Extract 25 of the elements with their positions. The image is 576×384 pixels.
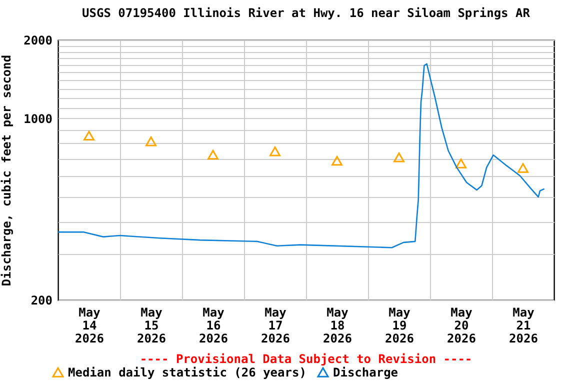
line-series [57, 63, 545, 248]
x-tick-label: May 21 2026 [509, 306, 538, 346]
y-tick-label: 200 [30, 294, 52, 308]
point [332, 156, 342, 166]
x-tick-label: May 15 2026 [137, 306, 166, 346]
point [456, 158, 466, 168]
point [270, 146, 280, 156]
x-tick-label: May 17 2026 [261, 306, 290, 346]
x-tick-label: May 20 2026 [447, 306, 476, 346]
y-tick-label: 2000 [24, 34, 52, 48]
x-tick-label: May 16 2026 [199, 306, 228, 346]
point [518, 163, 528, 173]
point [146, 136, 156, 146]
x-tick-label: May 19 2026 [385, 306, 414, 346]
y-tick-label: 1000 [24, 112, 52, 126]
text: ---- Provisional Data Subject to Revision ---- [140, 352, 472, 366]
x-tick-label: May 14 2026 [75, 306, 104, 346]
x-tick-label: May 18 2026 [323, 306, 352, 346]
chart-title: USGS 07195400 Illinois River at Hwy. 16 near Siloam Springs AR [82, 6, 531, 20]
legend-label: Median daily statistic (26 years) [68, 365, 306, 380]
point [394, 152, 404, 162]
legend-label: Discharge [333, 365, 398, 380]
point [208, 150, 218, 160]
point [84, 130, 94, 141]
y-axis-title: Discharge, cubic feet per second [0, 54, 14, 286]
